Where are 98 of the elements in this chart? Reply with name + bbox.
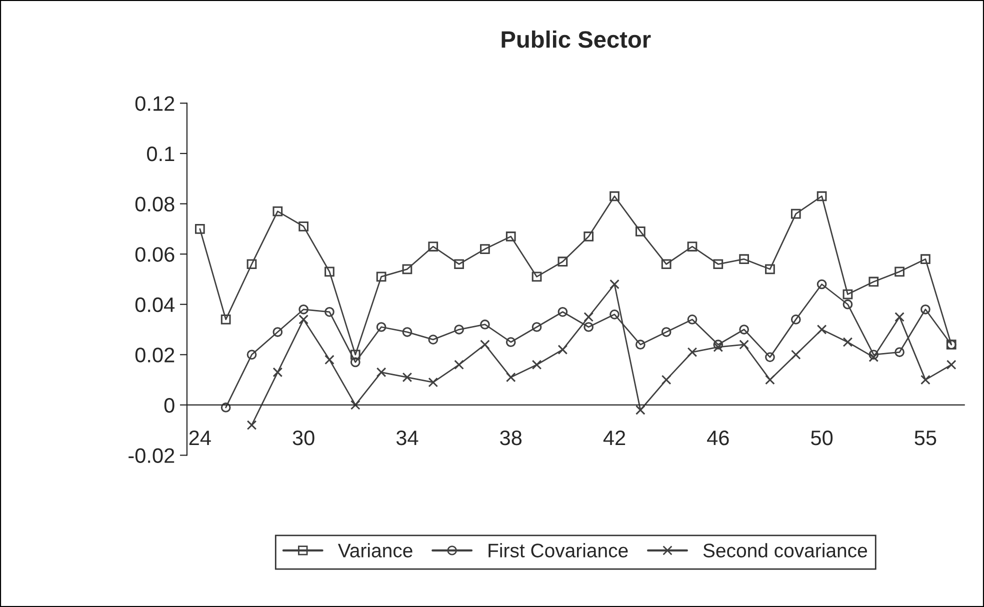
point: [842, 299, 853, 310]
x-tick-label: 55: [914, 430, 936, 446]
point: [584, 312, 594, 322]
x-tick-label: 30: [292, 430, 314, 446]
point: [584, 232, 594, 242]
point: [272, 367, 283, 378]
y-tick-label: 0.06: [135, 247, 174, 262]
point: [558, 344, 568, 355]
point: [428, 377, 438, 388]
point: [661, 327, 672, 337]
y-tick-label: 0: [164, 398, 174, 413]
point: [428, 334, 438, 345]
point: [376, 272, 386, 282]
point: [454, 259, 464, 270]
point: [324, 266, 334, 277]
y-tick-label: 0.08: [135, 196, 174, 212]
point: [506, 232, 516, 242]
point: [739, 254, 749, 264]
x-tick-label: 42: [603, 430, 626, 446]
y-tick-label: 0.02: [135, 348, 174, 362]
point: [765, 264, 775, 274]
point: [220, 402, 231, 412]
point: [610, 279, 620, 290]
x-tick-label: 34: [396, 430, 418, 446]
point: [635, 340, 646, 350]
point: [246, 350, 257, 360]
point: [480, 244, 490, 254]
x-tick-label: 24: [189, 430, 211, 446]
point: [816, 324, 827, 334]
point: [246, 420, 257, 430]
point: [558, 306, 568, 317]
point: [739, 324, 749, 334]
point: [350, 357, 360, 368]
point: [661, 259, 672, 270]
point: [246, 259, 257, 270]
y-tick-label: 0.04: [135, 297, 175, 312]
legend-label: First Covariance: [488, 543, 628, 558]
point: [610, 309, 620, 320]
point: [298, 314, 308, 324]
point: [324, 354, 334, 365]
point: [816, 279, 827, 290]
point: [272, 206, 283, 216]
point: [868, 350, 879, 360]
point: [402, 264, 412, 274]
point: [298, 304, 308, 314]
point: [946, 360, 956, 370]
point: [454, 360, 464, 370]
point: [584, 322, 594, 332]
point: [790, 314, 801, 324]
point: [713, 259, 724, 270]
point: [894, 266, 904, 277]
x-tick-label: 50: [811, 430, 833, 446]
point: [635, 405, 646, 415]
y-tick-label: 0.12: [135, 96, 174, 111]
point: [687, 242, 698, 252]
point: [194, 224, 205, 234]
point: [402, 372, 412, 382]
point: [454, 324, 464, 334]
point: [920, 254, 930, 264]
point: [816, 191, 827, 202]
point: [272, 327, 283, 337]
point: [376, 322, 386, 332]
point: [532, 360, 542, 370]
point: [868, 276, 879, 287]
point: [739, 340, 749, 350]
point: [428, 242, 438, 252]
point: [610, 191, 620, 202]
point: [298, 221, 308, 232]
point: [506, 372, 516, 382]
y-tick-label: -0.02: [128, 448, 174, 464]
point: [687, 347, 698, 358]
chart-title: Public Sector: [502, 30, 651, 48]
point: [842, 289, 853, 300]
x-tick-label: 46: [707, 430, 729, 446]
point: [765, 352, 775, 362]
point: [920, 374, 930, 385]
point: [765, 374, 775, 385]
point: [894, 312, 904, 322]
point: [220, 314, 231, 324]
point: [532, 322, 542, 332]
point: [532, 272, 542, 282]
point: [687, 314, 698, 324]
point: [558, 256, 568, 267]
point: [506, 337, 516, 348]
point: [842, 337, 853, 348]
point: [480, 320, 490, 330]
point: [324, 306, 334, 317]
point: [635, 226, 646, 236]
point: [350, 350, 360, 360]
legend-label: Second covariance: [703, 543, 868, 558]
point: [376, 367, 386, 378]
legend-label: Variance: [338, 543, 412, 558]
y-tick-label: 0.1: [147, 146, 174, 162]
x-tick-label: 38: [500, 430, 522, 446]
point: [402, 327, 412, 337]
point: [790, 208, 801, 219]
point: [894, 347, 904, 358]
point: [920, 304, 930, 314]
